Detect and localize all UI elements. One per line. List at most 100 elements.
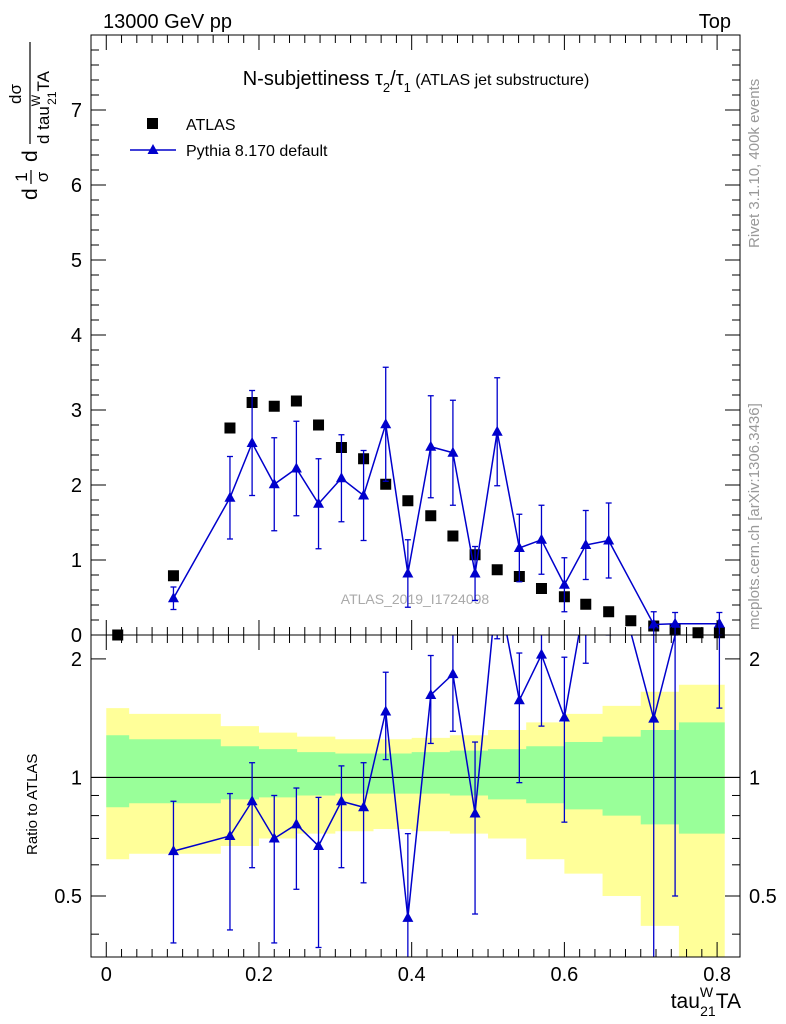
ratio-data-point xyxy=(268,832,280,843)
atlas-data-point xyxy=(447,530,459,542)
pythia-data-point xyxy=(447,446,459,457)
atlas-data-point xyxy=(290,395,302,407)
pythia-data-point xyxy=(268,478,280,489)
title-tau-b: τ xyxy=(396,68,404,90)
ratio-data-point xyxy=(290,818,302,829)
upper-watermark-group: ATLAS_2019_I1724098 xyxy=(341,591,490,607)
lower-frame xyxy=(90,634,741,958)
pythia-data-point xyxy=(246,437,258,447)
atlas-data-point xyxy=(224,422,236,434)
lower-clipped-series xyxy=(167,635,723,957)
pythia-data-point xyxy=(491,425,503,436)
upper-y-label: d 1 σ d dσ d tauW 21TA xyxy=(6,42,59,200)
x-tick-label: 0.4 xyxy=(398,964,426,986)
lower-y-tick-label-right: 1 xyxy=(749,767,760,789)
upper-y-tick-label: 1 xyxy=(71,550,82,572)
upper-series-group xyxy=(112,366,725,641)
pythia-data-point xyxy=(513,542,525,552)
x-tick-label: 0.2 xyxy=(245,964,273,986)
atlas-data-point xyxy=(313,419,325,431)
upper-y-tick-label: 4 xyxy=(71,325,82,347)
upper-y-tick-label: 5 xyxy=(71,250,82,272)
xlabel-suffix: TA xyxy=(716,990,741,1013)
title-main: N-subjettiness xyxy=(243,68,375,90)
x-axis-label: tauW 21TA xyxy=(671,984,741,1019)
legend-pythia-label: Pythia 8.170 default xyxy=(186,143,328,160)
ratio-data-point xyxy=(447,668,459,679)
ylabel-d2: d xyxy=(19,150,42,162)
rivet-version-label: Rivet 3.1.10, 400k events xyxy=(746,79,763,248)
pythia-data-point xyxy=(380,418,392,429)
legend-atlas-label: ATLAS xyxy=(186,117,236,134)
x-tick-label: 0 xyxy=(101,964,112,986)
xlabel-sub-21: 21 xyxy=(700,1003,716,1019)
atlas-data-point xyxy=(491,564,503,576)
ratio-data-point xyxy=(513,694,525,705)
header-energy-label: 13000 GeV pp xyxy=(103,11,232,33)
mcplots-reference-label: mcplots.cern.ch [arXiv:1306.3436] xyxy=(746,403,763,630)
lower-y-label: Ratio to ATLAS xyxy=(24,754,41,855)
title-sub-2: 2 xyxy=(383,80,390,95)
ylabel-suffix: TA xyxy=(34,70,53,91)
xlabel-main: tau xyxy=(671,990,700,1013)
upper-y-tick-label: 3 xyxy=(71,400,82,422)
pythia-data-point xyxy=(648,618,660,629)
ratio-line xyxy=(173,635,676,918)
pythia-data-point xyxy=(313,497,325,508)
legend: ATLAS Pythia 8.170 default xyxy=(130,117,328,160)
lower-y-tick-label: 1 xyxy=(71,767,82,789)
title-suffix: (ATLAS jet substructure) xyxy=(411,72,589,89)
pythia-data-point xyxy=(335,472,347,483)
lower-axes-group: 0.5 0.5 1 1 2 2 0 0.2 0.4 0.6 0.8 xyxy=(54,635,777,986)
pythia-data-point xyxy=(358,489,370,500)
x-tick-label: 0.6 xyxy=(550,964,578,986)
title-tau-a: τ xyxy=(375,68,383,90)
pythia-data-point xyxy=(558,578,570,589)
atlas-data-point xyxy=(625,615,637,627)
pythia-data-point xyxy=(224,491,236,502)
ratio-data-point xyxy=(246,795,258,806)
ratio-data-point xyxy=(313,839,325,850)
ratio-data-point xyxy=(558,711,570,722)
lower-series-group xyxy=(167,635,723,957)
atlas-data-point xyxy=(402,495,414,507)
pythia-data-point xyxy=(580,539,592,549)
ratio-data-point xyxy=(402,911,414,922)
ylabel-dsigma: dσ xyxy=(6,84,25,104)
ylabel-one: 1 xyxy=(12,172,31,181)
pythia-data-point xyxy=(167,592,179,603)
title-slash: / xyxy=(390,68,396,90)
atlas-data-point xyxy=(167,570,179,582)
atlas-data-point xyxy=(692,627,704,639)
ratio-data-point xyxy=(469,807,481,818)
xlabel-sup-w: W xyxy=(700,984,714,1000)
atlas-data-point xyxy=(425,510,437,522)
ratio-data-point xyxy=(224,830,236,841)
pythia-data-point xyxy=(402,567,414,578)
x-tick-label: 0.8 xyxy=(703,964,731,986)
pythia-line xyxy=(172,424,720,626)
ratio-data-point xyxy=(335,795,347,806)
pythia-data-point xyxy=(469,567,481,578)
pythia-data-point xyxy=(669,617,681,628)
upper-y-tick-label: 7 xyxy=(71,100,82,122)
ylabel-dtau: d tau xyxy=(34,106,53,144)
upper-y-tick-label: 6 xyxy=(71,175,82,197)
ratio-data-point xyxy=(535,648,547,659)
title-sub-1: 1 xyxy=(404,80,411,95)
ratio-data-point xyxy=(380,705,392,716)
ylabel-d: d xyxy=(19,188,42,200)
atlas-data-point xyxy=(535,583,547,594)
legend-atlas-marker xyxy=(147,118,158,129)
lower-y-tick-label: 0.5 xyxy=(54,886,82,908)
ylabel-sub-21: 21 xyxy=(45,91,59,105)
legend-pythia-marker xyxy=(147,144,159,154)
ratio-data-point xyxy=(425,688,437,699)
ylabel-sigma: σ xyxy=(33,171,52,182)
ratio-data-point xyxy=(167,845,179,856)
chart-title: N-subjettiness τ2/τ1 (ATLAS jet substruc… xyxy=(243,68,590,95)
lower-y-tick-label-right: 0.5 xyxy=(749,886,777,908)
header-process-label: Top xyxy=(699,11,731,33)
